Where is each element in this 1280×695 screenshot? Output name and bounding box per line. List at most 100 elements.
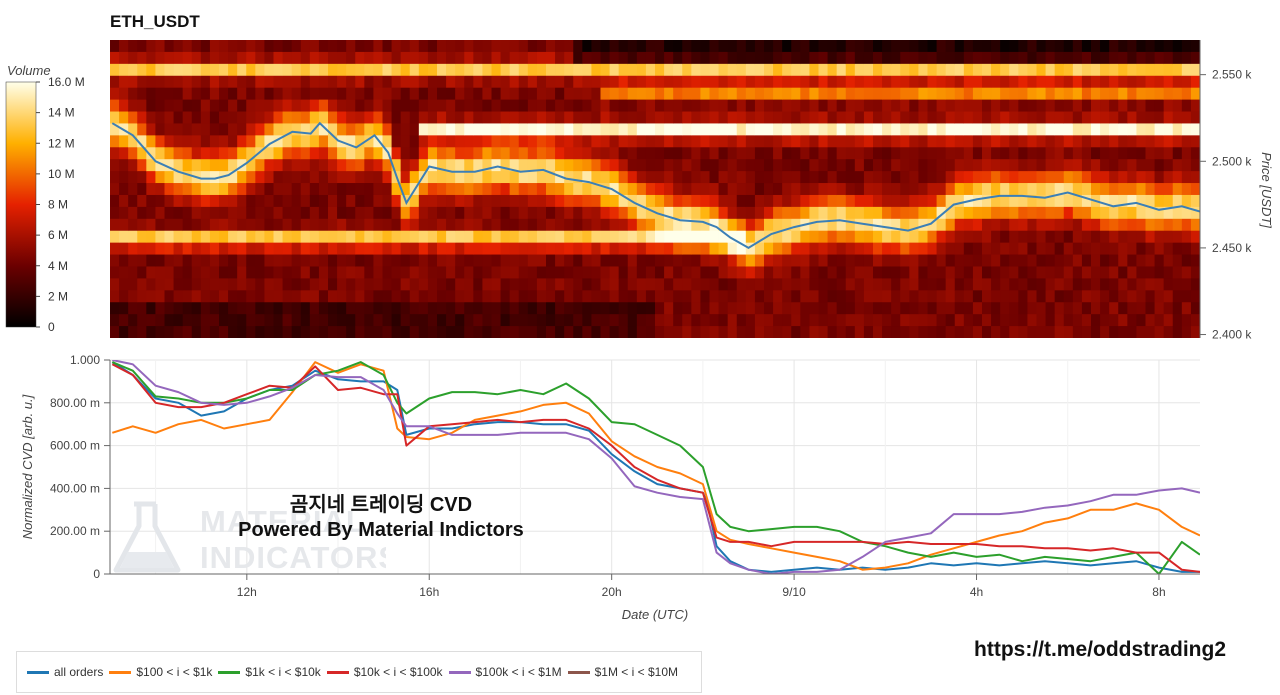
- heatmap-cell: [1100, 242, 1110, 255]
- heatmap-cell: [791, 87, 801, 100]
- heatmap-cell: [110, 40, 120, 53]
- heatmap-cell: [300, 326, 311, 338]
- heatmap-cell: [373, 230, 383, 244]
- heatmap-cell: [818, 314, 828, 327]
- heatmap-cell: [282, 206, 293, 220]
- colorbar-tick-label: 16.0 M: [48, 75, 85, 89]
- heatmap-cell: [209, 230, 220, 244]
- heatmap-cell: [200, 290, 211, 303]
- heatmap-cell: [500, 87, 511, 100]
- heatmap-cell: [373, 111, 383, 124]
- heatmap-cell: [191, 218, 202, 232]
- heatmap-cell: [1127, 302, 1137, 315]
- heatmap-cell: [564, 290, 574, 303]
- heatmap-cell: [300, 254, 311, 267]
- heatmap-cell: [164, 40, 174, 53]
- heatmap-cell: [700, 75, 710, 89]
- heatmap-cell: [146, 159, 156, 172]
- heatmap-cell: [1181, 171, 1192, 184]
- heatmap-cell: [655, 278, 665, 291]
- heatmap-cell: [509, 242, 520, 255]
- heatmap-cell: [900, 183, 910, 196]
- heatmap-cell: [482, 218, 492, 232]
- heatmap-cell: [191, 326, 202, 338]
- heatmap-cell: [300, 230, 311, 244]
- heatmap-cell: [564, 40, 574, 53]
- heatmap-cell: [546, 111, 556, 124]
- legend-item[interactable]: $100k < i < $1M: [448, 665, 562, 679]
- legend-label: $1M < i < $10M: [594, 665, 678, 679]
- heatmap-cell: [818, 302, 828, 315]
- heatmap-cell: [827, 87, 838, 100]
- heatmap-cell: [164, 111, 174, 124]
- heatmap-cell: [745, 87, 756, 100]
- heatmap-cell: [1118, 194, 1128, 208]
- heatmap-cell: [1072, 171, 1083, 184]
- heatmap-cell: [446, 99, 456, 112]
- heatmap-cell: [1018, 314, 1028, 327]
- heatmap-cell: [464, 75, 474, 89]
- heatmap-cell: [527, 111, 538, 124]
- heatmap-cell: [246, 183, 256, 196]
- telegram-link[interactable]: https://t.me/oddstrading2: [974, 638, 1226, 661]
- heatmap-cell: [827, 40, 838, 53]
- heatmap-cell: [582, 159, 592, 172]
- heatmap-cell: [1009, 326, 1019, 338]
- heatmap-cell: [418, 75, 429, 89]
- heatmap-cell: [219, 87, 229, 100]
- heatmap-cell: [1081, 87, 1092, 100]
- heatmap-cell: [373, 290, 383, 303]
- heatmap-cell: [1054, 135, 1065, 148]
- heatmap-cell: [873, 111, 883, 124]
- chart-canvas[interactable]: Volume 02 M4 M6 M8 M10 M12 M14 M16.0 M 2…: [0, 0, 1280, 640]
- legend-item[interactable]: $1M < i < $10M: [567, 665, 678, 679]
- heatmap-cell: [137, 171, 147, 184]
- heatmap-cell: [773, 290, 783, 303]
- legend-item[interactable]: $1k < i < $10k: [218, 665, 321, 679]
- heatmap-cell: [936, 194, 947, 208]
- heatmap-cell: [1063, 218, 1074, 232]
- heatmap-cell: [255, 278, 265, 291]
- heatmap-cell: [845, 290, 856, 303]
- heatmap-cell: [128, 147, 138, 160]
- heatmap-cell: [337, 87, 347, 100]
- heatmap-cell: [491, 230, 501, 244]
- heatmap-cell: [173, 75, 184, 89]
- heatmap-cell: [636, 302, 647, 315]
- heatmap-cell: [1190, 290, 1200, 303]
- heatmap-cell: [1100, 302, 1110, 315]
- heatmap-cell: [328, 51, 338, 65]
- heatmap-cell: [509, 123, 520, 136]
- legend-item[interactable]: all orders: [27, 665, 103, 679]
- heatmap-cell: [455, 218, 465, 232]
- heatmap-cell: [736, 111, 747, 124]
- legend-item[interactable]: $10k < i < $100k: [326, 665, 443, 679]
- heatmap-cell: [1100, 87, 1110, 100]
- heatmap-cell: [1000, 40, 1010, 53]
- heatmap-cell: [655, 242, 665, 255]
- heatmap-cell: [573, 87, 583, 100]
- legend-item[interactable]: $100 < i < $1k: [109, 665, 212, 679]
- heatmap-cell: [854, 51, 865, 65]
- heatmap-cell: [682, 75, 692, 89]
- heatmap-cell: [800, 135, 810, 148]
- heatmap-cell: [1045, 194, 1056, 208]
- heatmap-cell: [1081, 40, 1092, 53]
- heatmap-cell: [373, 63, 383, 77]
- heatmap-cell: [255, 87, 265, 100]
- heatmap-cell: [119, 278, 129, 291]
- heatmap-cell: [391, 266, 402, 279]
- heatmap-cell: [546, 63, 556, 77]
- heatmap-cell: [1027, 183, 1037, 196]
- heatmap-cell: [982, 290, 992, 303]
- heatmap-cell: [1145, 63, 1155, 77]
- heatmap-cell: [1172, 147, 1183, 160]
- heatmap-cell: [1072, 290, 1083, 303]
- heatmap-cell: [119, 40, 129, 53]
- heatmap-cell: [800, 326, 810, 338]
- heatmap-cell: [300, 290, 311, 303]
- cvd-series-line: [111, 361, 1200, 574]
- heatmap-cell: [536, 302, 547, 315]
- heatmap-cell: [1127, 278, 1137, 291]
- heatmap-cell: [882, 206, 892, 220]
